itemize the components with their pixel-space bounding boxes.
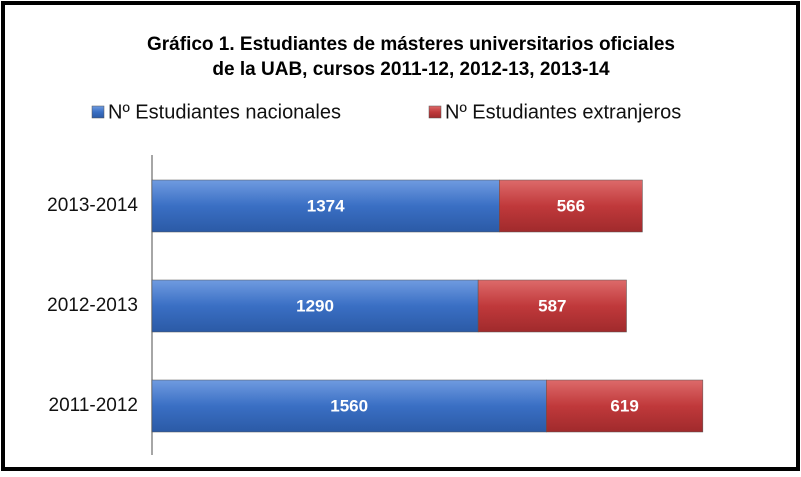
data-label: 1290: [296, 296, 334, 315]
bar-segment: [151, 379, 547, 433]
legend-swatch: [428, 105, 442, 119]
data-label: 1560: [330, 396, 368, 415]
data-label: 619: [610, 396, 638, 415]
chart-title: Gráfico 1. Estudiantes de másteres unive…: [147, 34, 675, 55]
bar-segment: [499, 179, 643, 233]
chart-title: de la UAB, cursos 2011-12, 2012-13, 2013…: [212, 59, 610, 80]
legend-label: Nº Estudiantes extranjeros: [445, 101, 681, 123]
y-tick-label: 2011-2012: [49, 395, 138, 416]
legend-swatch: [91, 105, 105, 119]
bar-segment: [477, 279, 627, 333]
data-label: 1374: [307, 196, 345, 215]
bar-segment: [151, 279, 479, 333]
data-label: 566: [557, 196, 585, 215]
bar-segment: [546, 379, 704, 433]
bar-segment: [151, 179, 500, 233]
data-label: 587: [538, 296, 566, 315]
y-tick-label: 2013-2014: [47, 195, 138, 216]
y-tick-label: 2012-2013: [47, 295, 138, 316]
legend-label: Nº Estudiantes nacionales: [108, 101, 341, 123]
